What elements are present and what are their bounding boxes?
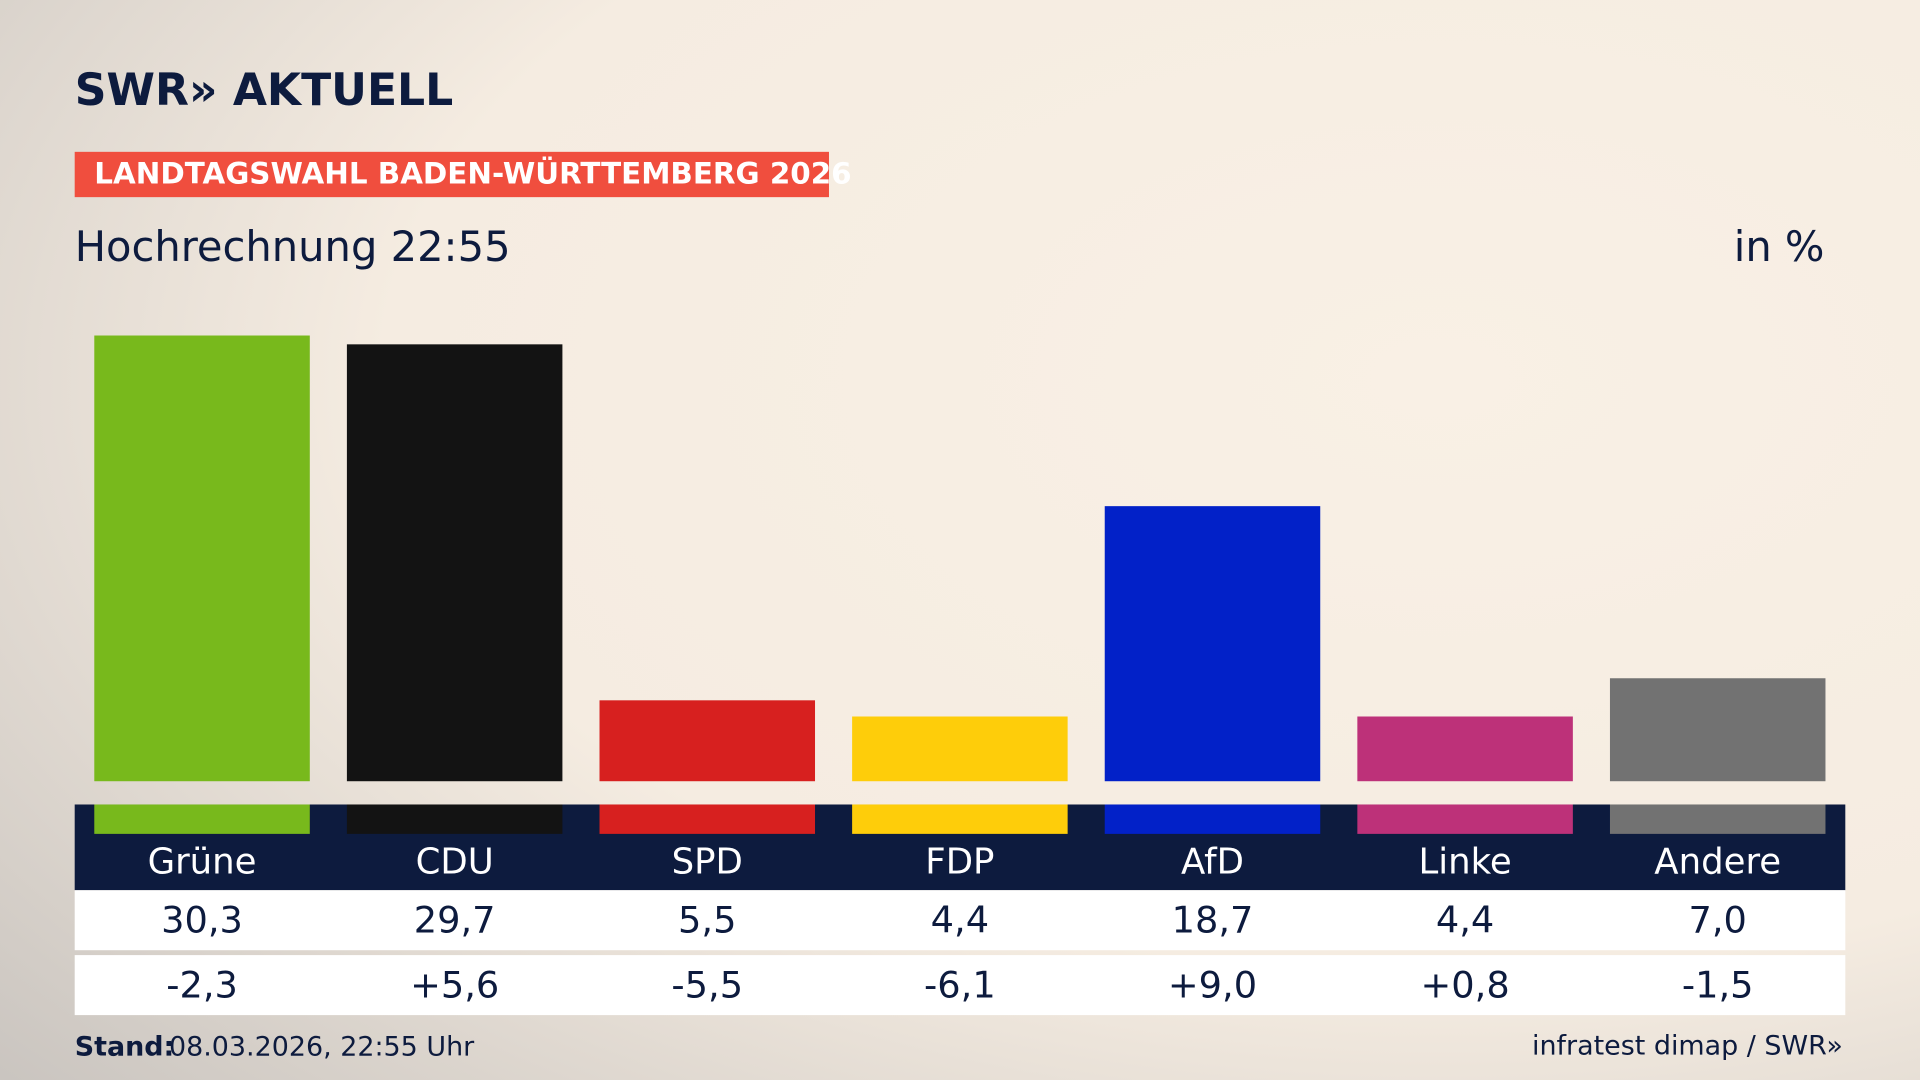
source: infratest dimap / SWR» <box>1532 1030 1843 1061</box>
value-label: 29,7 <box>414 899 496 942</box>
change-label: -1,5 <box>1682 963 1754 1006</box>
change-row <box>74 955 1846 1016</box>
footer-date: 08.03.2026, 22:55 Uhr <box>169 1032 475 1063</box>
bar <box>852 716 1068 782</box>
change-label: +9,0 <box>1168 963 1257 1006</box>
color-strip <box>94 804 310 834</box>
bar <box>346 344 563 782</box>
value-label: 4,4 <box>1436 899 1494 942</box>
value-label: 7,0 <box>1689 899 1747 942</box>
color-strip <box>1357 804 1573 834</box>
category-label: AfD <box>1181 841 1244 882</box>
category-label: Andere <box>1654 841 1781 882</box>
banner: LANDTAGSWAHL BADEN-WÜRTTEMBERG 2026 <box>94 155 851 191</box>
value-row <box>74 890 1846 951</box>
value-label: 30,3 <box>161 899 243 942</box>
bar <box>94 335 310 782</box>
category-label: Linke <box>1418 841 1511 882</box>
bar <box>1609 678 1826 782</box>
footer-label: Stand: <box>75 1032 175 1063</box>
color-strip <box>346 804 563 834</box>
color-strip <box>599 804 816 834</box>
color-strip <box>852 804 1068 834</box>
chart-title: Hochrechnung 22:55 <box>75 222 511 271</box>
change-label: +0,8 <box>1421 963 1510 1006</box>
color-strip <box>1104 804 1321 834</box>
bar <box>1357 716 1573 782</box>
category-label: CDU <box>416 841 494 882</box>
bar <box>1104 506 1321 782</box>
color-strip <box>1609 804 1826 834</box>
change-label: +5,6 <box>410 963 499 1006</box>
value-label: 4,4 <box>931 899 989 942</box>
change-label: -2,3 <box>166 963 238 1006</box>
category-label: SPD <box>672 841 743 882</box>
logo: SWR» AKTUELL <box>75 65 454 116</box>
value-label: 18,7 <box>1172 899 1254 942</box>
bar <box>599 700 816 782</box>
change-label: -5,5 <box>671 963 743 1006</box>
banner-bg <box>74 151 829 198</box>
unit: in % <box>1734 222 1825 271</box>
category-label: FDP <box>925 841 994 882</box>
change-label: -6,1 <box>924 963 996 1006</box>
value-label: 5,5 <box>678 899 736 942</box>
category-label: Grüne <box>148 841 257 882</box>
